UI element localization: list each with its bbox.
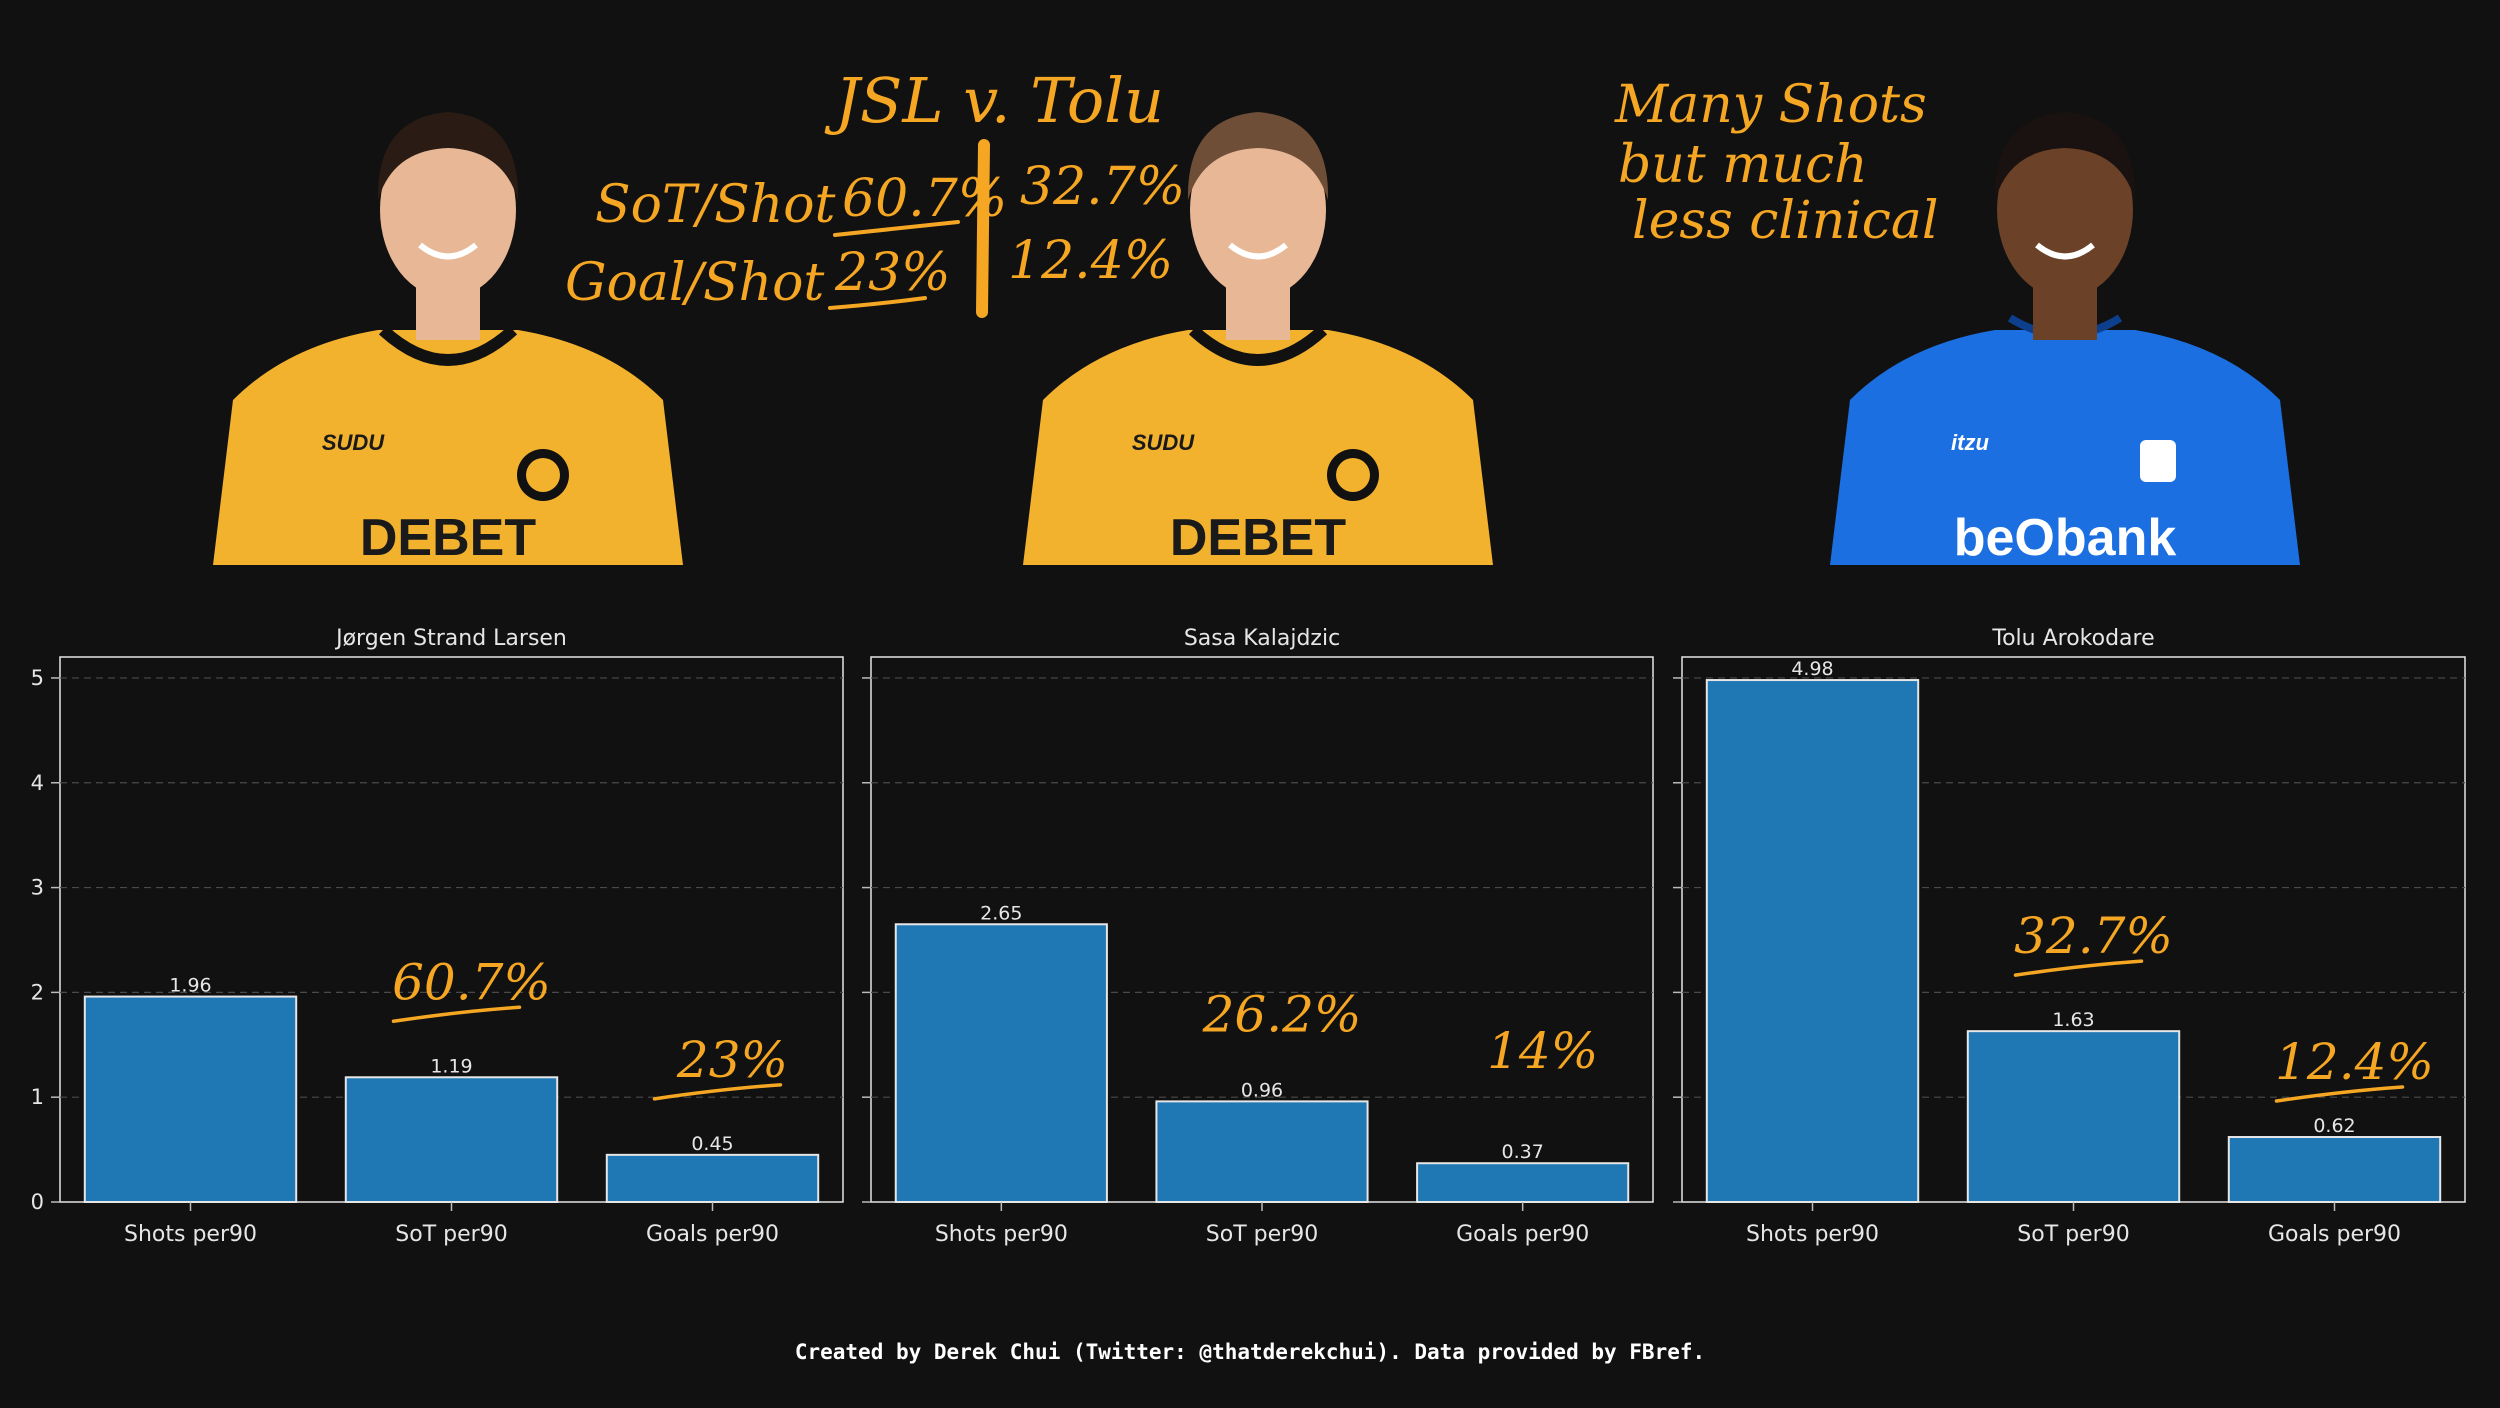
shirt-sponsor: beObank	[1954, 509, 2177, 567]
data-label: 1.96	[169, 975, 211, 997]
bar-shots-per90	[1705, 679, 1920, 1203]
x-tick-label: Goals per90	[1456, 1222, 1589, 1247]
data-label: 4.98	[1791, 658, 1833, 680]
divider-bar	[976, 139, 990, 318]
player-portrait-2: DEBET SUDU	[1023, 112, 1493, 567]
hair-icon	[1994, 112, 2136, 200]
player-portrait-3: beObank itzu	[1830, 112, 2300, 567]
kit-brand: SUDU	[322, 430, 385, 455]
smile-icon	[1228, 242, 1288, 260]
underline-row1	[833, 220, 960, 237]
y-tick-label: 3	[31, 876, 44, 900]
face-icon	[1190, 122, 1326, 298]
smile-icon	[2035, 242, 2095, 260]
y-tick-label: 0	[31, 1190, 44, 1214]
bar-goals-per90	[1416, 1162, 1630, 1204]
notes-row1-tolu: 32.7%	[1020, 157, 1185, 217]
annotation-label: 26.2%	[1202, 985, 1362, 1043]
chart-title: Tolu Arokodare	[1991, 626, 2154, 651]
chart-panel-1: 0 1 2 3 4 5 Jørgen Strand Larsen 1.96 Shots per9…	[31, 626, 844, 1247]
y-tick-label: 4	[31, 771, 44, 795]
annotation-label: 23%	[676, 1031, 788, 1089]
x-tick-label: Shots per90	[1746, 1222, 1879, 1247]
data-label: 0.45	[691, 1133, 733, 1155]
hair-icon	[1187, 112, 1329, 200]
player-portraits: DEBET SUDU DEBET SUDU beObank itzu	[213, 112, 2300, 567]
chart-panel-2: Sasa Kalajdzic 2.65 Shots per90 0.96 SoT per…	[862, 626, 1654, 1247]
chart-title: Jørgen Strand Larsen	[334, 626, 567, 651]
x-tick-label: SoT per90	[1206, 1222, 1318, 1247]
notes-header: JSL v. Tolu	[824, 64, 1164, 137]
annotation-label: 60.7%	[392, 953, 551, 1011]
bar-sot-per90	[344, 1076, 559, 1203]
y-tick-label: 2	[31, 980, 44, 1004]
comment-line3: less clinical	[1632, 191, 1939, 251]
data-label: 0.62	[2313, 1115, 2355, 1137]
shirt-icon	[213, 330, 683, 565]
data-label: 2.65	[980, 902, 1022, 924]
kit-brand: itzu	[1951, 430, 1989, 455]
x-tick-label: SoT per90	[395, 1222, 507, 1247]
comment-line1: Many Shots	[1614, 75, 1927, 135]
underline-row2	[828, 296, 927, 310]
notes-row2-tolu: 12.4%	[1008, 231, 1173, 291]
data-label: 1.19	[430, 1055, 472, 1077]
smile-icon	[418, 242, 478, 260]
bar-goals-per90	[605, 1153, 820, 1204]
annotation-underline	[2274, 1085, 2405, 1103]
x-tick-label: Shots per90	[124, 1222, 257, 1247]
chart-panel-3: Tolu Arokodare 4.98 Shots per90 1.63 SoT per…	[1673, 626, 2466, 1247]
face-icon	[380, 122, 516, 298]
bar-goals-per90	[2227, 1136, 2442, 1204]
bar-sot-per90	[1966, 1030, 2181, 1203]
wolves-crest-inner-icon	[1336, 458, 1370, 492]
y-tick-label: 5	[31, 666, 44, 690]
face-icon	[1997, 122, 2133, 298]
y-tick-label: 1	[31, 1085, 44, 1109]
kit-brand: SUDU	[1132, 430, 1195, 455]
wolves-crest-inner-icon	[526, 458, 560, 492]
shirt-sponsor: DEBET	[1170, 509, 1346, 567]
collar-icon	[378, 325, 518, 366]
bar-shots-per90	[894, 923, 1108, 1204]
annotation-label: 14%	[1487, 1022, 1598, 1080]
shirt-icon	[1830, 330, 2300, 565]
shirt-icon	[1023, 330, 1493, 565]
data-label: 0.37	[1502, 1141, 1544, 1163]
x-tick-label: Goals per90	[646, 1222, 779, 1247]
footer-credit: Created by Derek Chui (Twitter: @thatder…	[794, 1340, 1706, 1364]
handwritten-notes: JSL v. Tolu SoT/Shot 60.7% 32.7% Goal/Sh…	[565, 64, 1939, 318]
notes-row2-jsl: 23%	[834, 243, 951, 303]
annotation-underline	[652, 1083, 783, 1101]
x-tick-label: Goals per90	[2268, 1222, 2401, 1247]
notes-row2-label: Goal/Shot	[565, 253, 824, 313]
comment-line2: but much	[1618, 135, 1868, 195]
annotation-label: 32.7%	[2014, 907, 2173, 965]
notes-row1-label: SoT/Shot	[595, 175, 836, 235]
bar-shots-per90	[83, 995, 298, 1203]
collar-icon	[1188, 325, 1328, 366]
bar-charts: 0 1 2 3 4 5 Jørgen Strand Larsen 1.96 Shots per9…	[31, 626, 2466, 1247]
player-portrait-1: DEBET SUDU	[213, 112, 683, 567]
data-label: 0.96	[1241, 1079, 1283, 1101]
hair-icon	[377, 112, 519, 200]
chart-title: Sasa Kalajdzic	[1184, 626, 1340, 651]
annotation-underline	[2013, 959, 2144, 977]
data-label: 1.63	[2052, 1009, 2094, 1031]
bar-sot-per90	[1155, 1100, 1369, 1204]
genk-crest-icon	[2140, 440, 2176, 482]
shirt-sponsor: DEBET	[360, 509, 536, 567]
annotation-label: 12.4%	[2275, 1033, 2434, 1091]
x-tick-label: SoT per90	[2017, 1222, 2129, 1247]
x-tick-label: Shots per90	[935, 1222, 1068, 1247]
annotation-underline	[391, 1005, 522, 1024]
